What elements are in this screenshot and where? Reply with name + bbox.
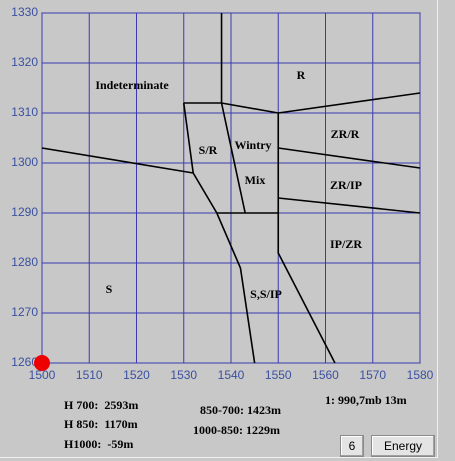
y-tick-label: 1280 bbox=[11, 255, 38, 269]
y-tick-label: 1260 bbox=[11, 355, 38, 369]
x-tick-label: 1520 bbox=[123, 368, 150, 382]
region-boundary bbox=[278, 197, 421, 214]
region-label: ZR/IP bbox=[330, 178, 362, 192]
thickness-1000-850: 1000-850: 1229m bbox=[193, 423, 280, 437]
y-tick-label: 1300 bbox=[11, 155, 38, 169]
region-label: IP/ZR bbox=[330, 237, 362, 251]
region-label: Mix bbox=[245, 173, 266, 187]
y-tick-label: 1270 bbox=[11, 305, 38, 319]
region-boundary bbox=[278, 147, 421, 169]
region-label: ZR/R bbox=[331, 127, 360, 141]
number-button[interactable]: 6 bbox=[340, 435, 364, 457]
region-boundary bbox=[183, 92, 421, 114]
x-tick-label: 1570 bbox=[359, 368, 386, 382]
region-boundary bbox=[220, 102, 246, 214]
energy-button[interactable]: Energy bbox=[371, 435, 435, 457]
level-info: 1: 990,7mb 13m bbox=[325, 393, 407, 407]
y-tick-label: 1330 bbox=[11, 5, 38, 19]
region-label: S/R bbox=[199, 143, 218, 157]
region-boundary bbox=[277, 113, 336, 364]
y-tick-label: 1310 bbox=[11, 105, 38, 119]
panel-frame bbox=[0, 0, 438, 458]
current-point bbox=[34, 355, 50, 371]
region-label: S,S/IP bbox=[250, 287, 282, 301]
thickness-850-700: 850-700: 1423m bbox=[200, 403, 281, 417]
x-tick-label: 1540 bbox=[218, 368, 245, 382]
x-tick-label: 1550 bbox=[265, 368, 292, 382]
region-boundary bbox=[41, 147, 194, 174]
x-tick-label: 1500 bbox=[29, 368, 56, 382]
x-tick-label: 1530 bbox=[170, 368, 197, 382]
height-700: H 700: 2593m bbox=[64, 398, 139, 412]
height-850: H 850: 1170m bbox=[64, 417, 138, 431]
region-label: Wintry bbox=[234, 138, 271, 152]
y-tick-label: 1320 bbox=[11, 55, 38, 69]
y-tick-label: 1290 bbox=[11, 205, 38, 219]
nomogram-chart: 1500 1510 1520 1530 1540 1550 1560 1570 1580 1260… bbox=[11, 5, 434, 382]
x-tick-label: 1580 bbox=[407, 368, 434, 382]
height-1000: H1000: -59m bbox=[64, 437, 134, 451]
x-tick-label: 1510 bbox=[76, 368, 103, 382]
region-label: S bbox=[106, 282, 113, 296]
region-label: R bbox=[297, 68, 306, 82]
x-tick-label: 1560 bbox=[312, 368, 339, 382]
region-label: Indeterminate bbox=[95, 78, 169, 92]
